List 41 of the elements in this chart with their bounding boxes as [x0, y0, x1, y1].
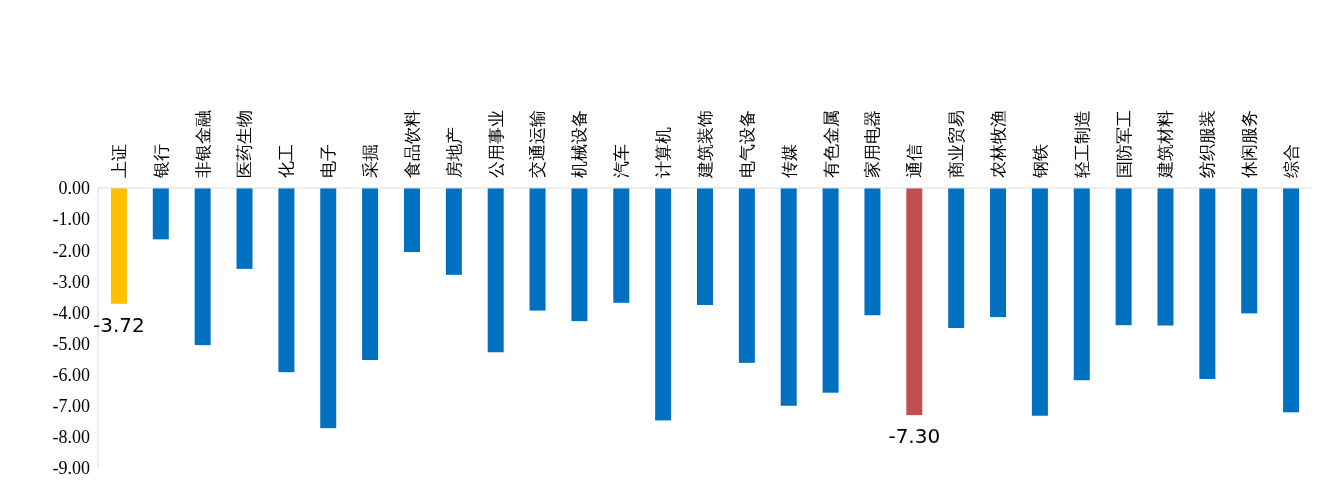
x-tick-label: 银行 [150, 144, 171, 179]
x-tick-label: 农林牧渔 [987, 110, 1008, 178]
x-tick-label: 通信 [904, 144, 925, 178]
x-tick-label: 商业贸易 [946, 110, 967, 178]
x-tick-label: 采掘 [360, 144, 381, 178]
x-tick-label: 上证 [108, 144, 129, 178]
x-tick-label: 综合 [1281, 144, 1302, 178]
y-tick-label: -4.00 [52, 302, 90, 323]
x-tick-label: 食品饮料 [401, 110, 422, 178]
data-label: -7.30 [888, 424, 941, 449]
x-tick-label: 交通运输 [527, 110, 548, 178]
data-label: -3.72 [93, 312, 145, 337]
y-tick-label: -6.00 [52, 364, 90, 385]
x-tick-label: 建筑装饰 [694, 110, 715, 179]
y-tick-label: -9.00 [52, 458, 90, 479]
x-tick-label: 汽车 [611, 144, 632, 178]
x-tick-label: 国防军工 [1113, 110, 1134, 178]
y-tick-label: 0.00 [58, 178, 90, 199]
x-tick-label: 轻工制造 [1071, 110, 1092, 178]
y-tick-label: -2.00 [52, 240, 90, 261]
x-tick-label: 非银金融 [192, 110, 213, 178]
x-tick-label: 传媒 [778, 144, 799, 178]
x-tick-label: 电气设备 [736, 110, 757, 178]
x-tick-label: 公用事业 [485, 110, 506, 178]
x-tick-label: 休闲服务 [1239, 110, 1260, 178]
y-tick-label: -5.00 [52, 333, 90, 354]
y-tick-label: -8.00 [52, 427, 90, 448]
x-tick-label: 有色金属 [820, 110, 841, 178]
x-tick-label: 医药生物 [234, 110, 255, 178]
x-tick-label: 建筑材料 [1155, 110, 1176, 179]
x-tick-label: 家用电器 [862, 110, 883, 178]
x-tick-label: 房地产 [443, 127, 464, 178]
y-tick-label: -7.00 [52, 396, 90, 417]
x-tick-label: 机械设备 [569, 110, 590, 178]
x-tick-label: 化工 [276, 144, 297, 178]
x-tick-label: 纺织服装 [1197, 110, 1218, 178]
y-tick-label: -3.00 [52, 271, 90, 292]
x-tick-label: 电子 [318, 144, 339, 178]
x-tick-label: 钢铁 [1029, 144, 1050, 179]
y-tick-label: -1.00 [52, 209, 90, 230]
x-tick-label: 计算机 [653, 127, 674, 178]
